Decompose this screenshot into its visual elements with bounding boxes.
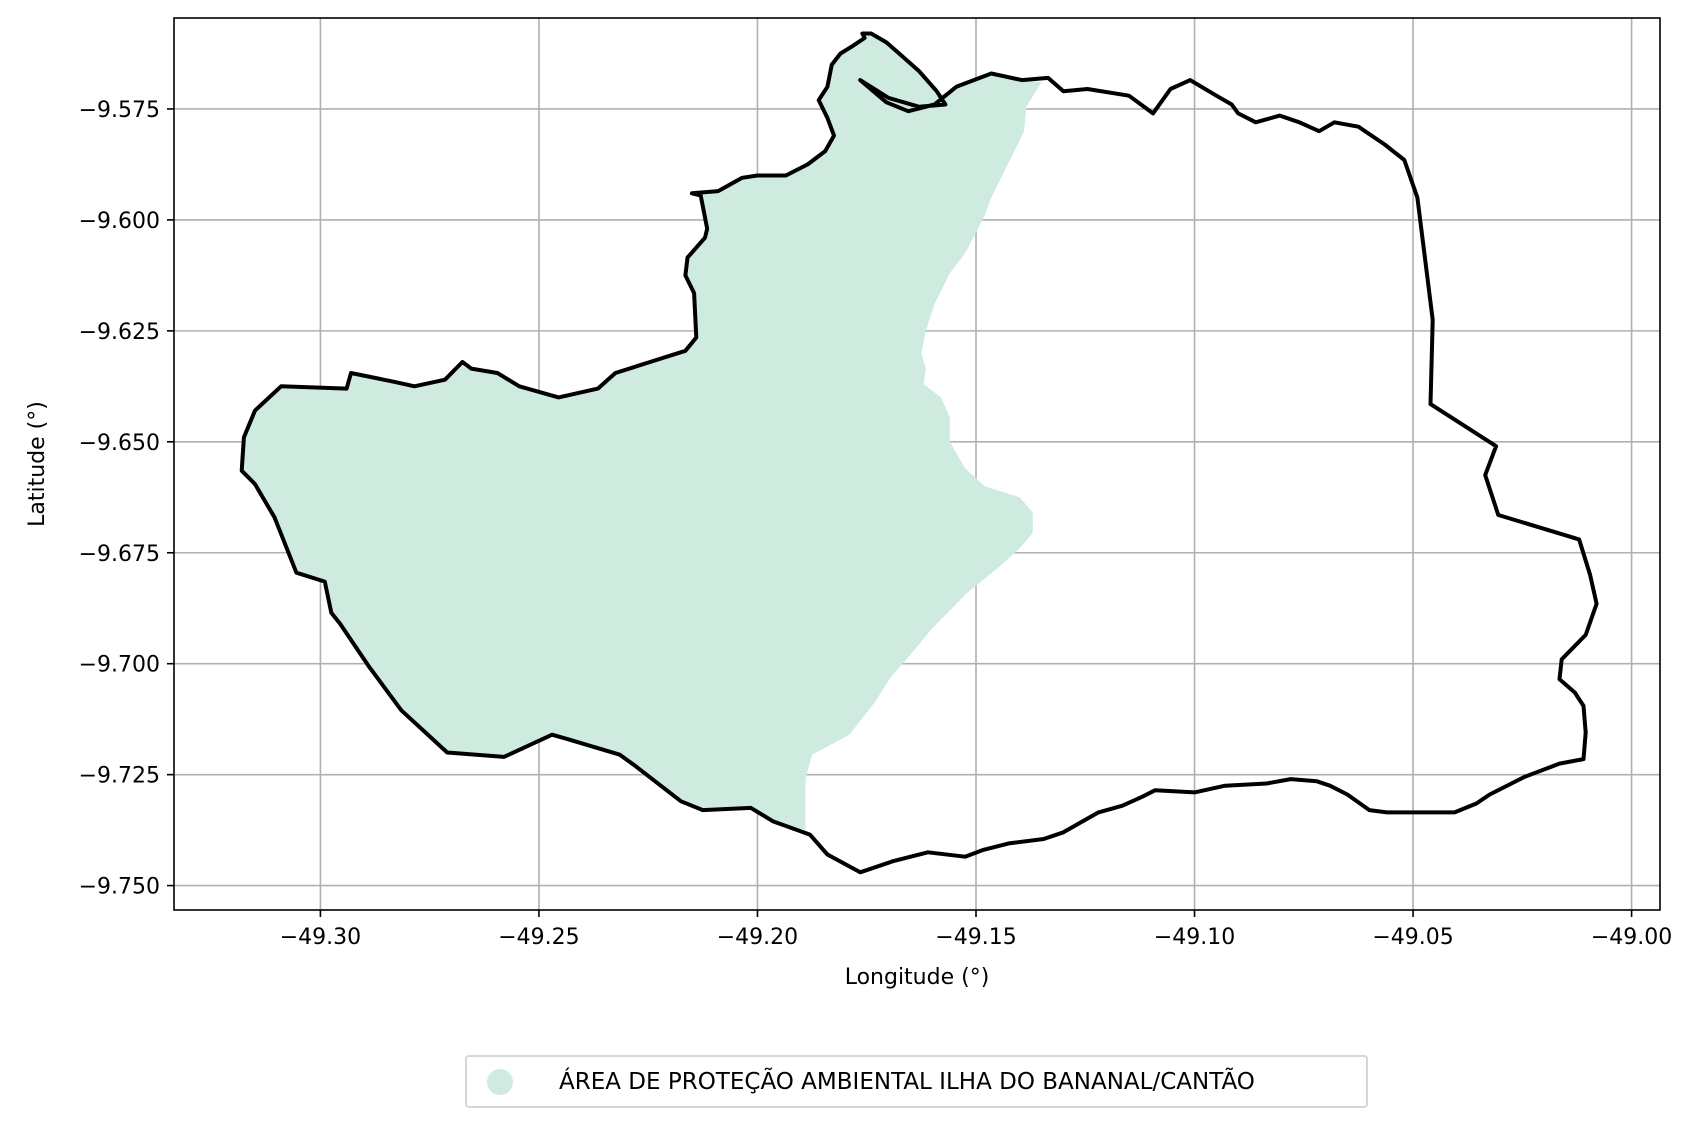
y-tick-label: −9.575 bbox=[79, 98, 160, 123]
x-tick-label: −49.30 bbox=[280, 925, 361, 950]
legend: ÁREA DE PROTEÇÃO AMBIENTAL ILHA DO BANAN… bbox=[465, 1055, 1368, 1108]
x-tick-label: −49.05 bbox=[1372, 925, 1453, 950]
y-tick-label: −9.750 bbox=[79, 875, 160, 900]
plot-frame bbox=[173, 17, 1661, 911]
y-tick-label: −9.625 bbox=[79, 320, 160, 345]
legend-swatch-protected-area bbox=[487, 1068, 513, 1095]
y-tick-label: −9.700 bbox=[79, 653, 160, 678]
y-tick-label: −9.725 bbox=[79, 764, 160, 789]
axis-ticks: −49.30 −49.25 −49.20 −49.15 −49.10 −49.05 −49.… bbox=[79, 98, 1673, 950]
y-tick-label: −9.650 bbox=[79, 431, 160, 456]
y-axis-label: Latitude (°) bbox=[25, 401, 50, 527]
y-tick-label: −9.600 bbox=[79, 209, 160, 234]
protected-area-polygon bbox=[241, 33, 1042, 831]
x-tick-label: −49.10 bbox=[1154, 925, 1235, 950]
x-tick-label: −49.25 bbox=[498, 925, 579, 950]
x-tick-label: −49.00 bbox=[1591, 925, 1672, 950]
municipality-boundary bbox=[239, 31, 1599, 875]
y-tick-label: −9.675 bbox=[79, 542, 160, 567]
x-tick-label: −49.15 bbox=[935, 925, 1016, 950]
legend-label: ÁREA DE PROTEÇÃO AMBIENTAL ILHA DO BANAN… bbox=[559, 1068, 1255, 1095]
x-tick-label: −49.20 bbox=[717, 925, 798, 950]
x-axis-label: Longitude (°) bbox=[845, 965, 990, 990]
